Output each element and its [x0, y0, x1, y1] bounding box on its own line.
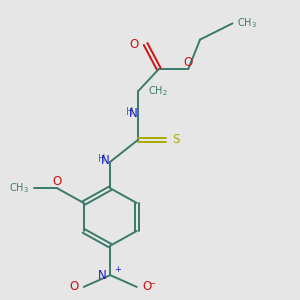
Text: CH$_3$: CH$_3$ — [237, 16, 257, 30]
Text: O: O — [69, 280, 78, 293]
Text: −: − — [148, 279, 155, 288]
Text: O: O — [52, 175, 62, 188]
Text: O: O — [130, 38, 139, 50]
Text: CH$_2$: CH$_2$ — [148, 84, 167, 98]
Text: S: S — [173, 133, 180, 146]
Text: O: O — [142, 280, 151, 293]
Text: +: + — [114, 265, 121, 274]
Text: N: N — [101, 154, 110, 167]
Text: H: H — [98, 154, 105, 164]
Text: O: O — [184, 56, 193, 69]
Text: N: N — [129, 107, 138, 120]
Text: CH$_3$: CH$_3$ — [9, 182, 29, 195]
Text: H: H — [125, 107, 133, 117]
Text: N: N — [98, 268, 107, 282]
